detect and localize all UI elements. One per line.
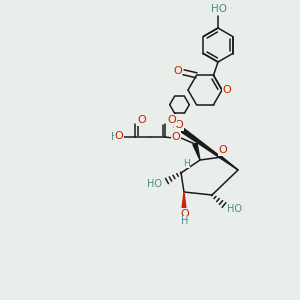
Text: O: O	[223, 85, 231, 95]
Text: O: O	[168, 115, 176, 125]
Text: HO: HO	[211, 4, 227, 14]
Polygon shape	[174, 123, 238, 170]
Text: O: O	[115, 131, 123, 141]
Text: O: O	[219, 145, 227, 155]
Polygon shape	[193, 143, 200, 160]
Text: H: H	[111, 132, 119, 142]
Polygon shape	[182, 192, 186, 209]
Text: O: O	[138, 115, 146, 125]
Text: O: O	[172, 132, 180, 142]
Text: HO: HO	[227, 204, 242, 214]
Text: O: O	[174, 120, 183, 130]
Text: O: O	[173, 66, 182, 76]
Text: H: H	[183, 158, 189, 167]
Text: H: H	[181, 216, 189, 226]
Text: O: O	[181, 209, 189, 219]
Text: HO: HO	[148, 179, 163, 189]
